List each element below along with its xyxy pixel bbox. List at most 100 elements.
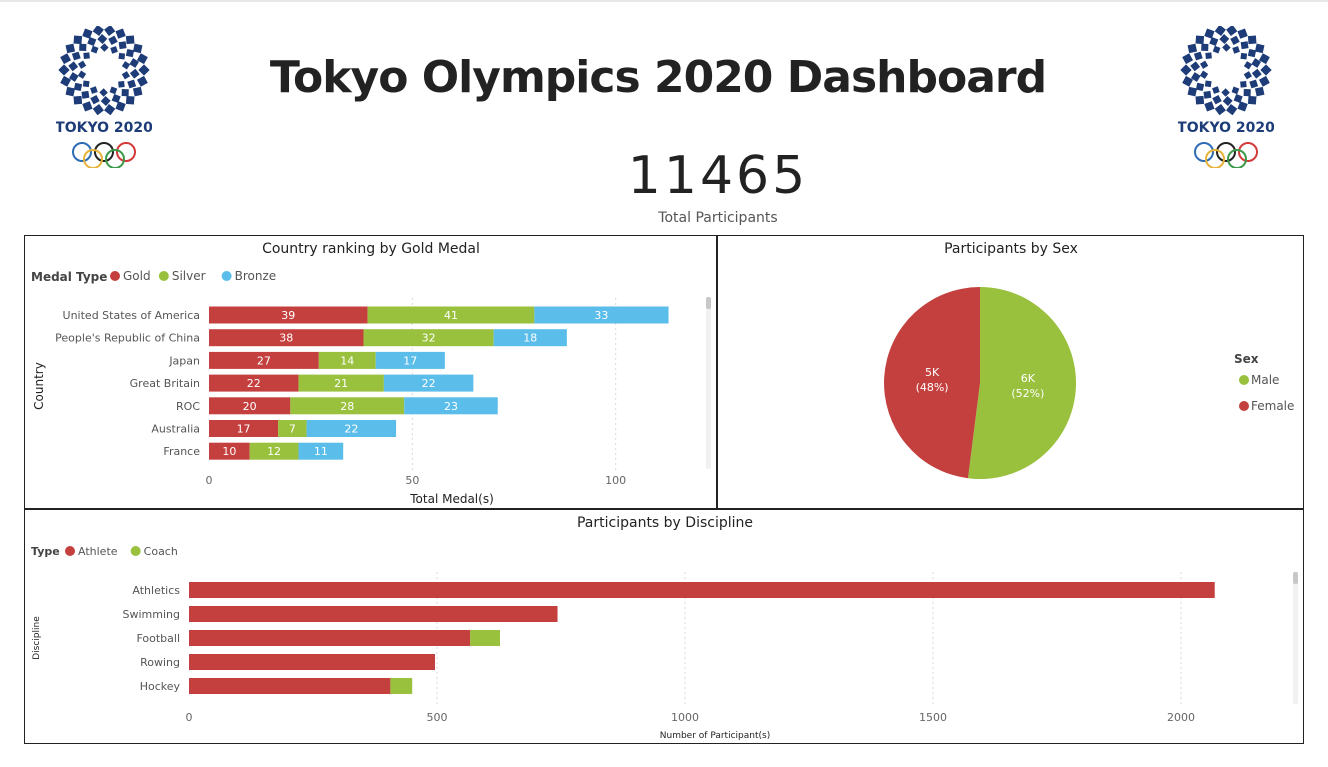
data-label: 28 — [340, 400, 354, 413]
bar-segment-athlete[interactable] — [189, 606, 558, 622]
logo-checker-tile — [1237, 28, 1248, 39]
logo-checker-tile — [1195, 95, 1205, 105]
logo-checker-tile — [1212, 94, 1222, 105]
logo-checker-tile — [1201, 43, 1209, 52]
x-axis-title: Number of Participant(s) — [660, 731, 770, 741]
logo-checker-tile — [110, 46, 118, 54]
logo-checker-tile — [104, 104, 116, 116]
bar-segment-gold[interactable] — [209, 329, 364, 347]
category-label: Swimming — [123, 608, 180, 621]
bar-segment-silver[interactable] — [298, 374, 384, 392]
logo-checker-tile — [1221, 88, 1230, 97]
logo-checker-tile — [136, 53, 148, 65]
logo-checker-tile — [132, 86, 143, 97]
data-label: 7 — [289, 423, 296, 436]
pie-value-label: 6K — [1021, 372, 1036, 385]
bar-segment-bronze[interactable] — [493, 329, 567, 347]
chart-title: Country ranking by Gold Medal — [262, 241, 480, 257]
y-axis-title: Country — [32, 362, 46, 410]
bar-segment-bronze[interactable] — [404, 397, 498, 415]
bar-segment-coach[interactable] — [470, 630, 500, 646]
bar-segment-silver[interactable] — [249, 442, 299, 460]
pie-slice-female[interactable] — [884, 287, 980, 479]
tokyo-2020-logo-left: TOKYO 2020 — [56, 26, 152, 168]
logo-checker-tile — [90, 45, 99, 54]
bar-segment-bronze[interactable] — [383, 374, 474, 392]
category-label: People's Republic of China — [55, 332, 200, 345]
logo-checker-tile — [1249, 79, 1259, 89]
logo-text: TOKYO 2020 — [1178, 120, 1274, 136]
bar-segment-athlete[interactable] — [189, 678, 391, 694]
logo-checker-tile — [1204, 101, 1215, 112]
logo-checker-tile — [82, 28, 93, 39]
logo-checker-tile — [125, 48, 135, 58]
logo-checker-tile — [1195, 82, 1205, 92]
logo-checker-tile — [125, 95, 135, 105]
bar-segment-silver[interactable] — [278, 420, 307, 437]
bar-segment-gold[interactable] — [209, 420, 279, 437]
logo-checker-tile — [1226, 104, 1238, 116]
data-label: 23 — [444, 400, 458, 413]
bar-segment-silver[interactable] — [367, 306, 535, 324]
category-label: United States of America — [63, 309, 200, 322]
scrollbar-track[interactable] — [706, 297, 711, 469]
logo-checker-tile — [127, 79, 137, 89]
logo-checker-tile — [1190, 61, 1201, 72]
logo-checker-tile — [1222, 43, 1231, 52]
logo-checker-tile — [1182, 75, 1194, 87]
data-label: 32 — [422, 332, 436, 345]
bar-segment-gold[interactable] — [209, 397, 291, 415]
bar-segment-gold[interactable] — [209, 442, 250, 460]
logo-checker-tile — [1254, 43, 1265, 54]
logo-checker-tile — [121, 71, 131, 80]
pie-slice-male[interactable] — [967, 287, 1077, 479]
scrollbar-track[interactable] — [1293, 572, 1298, 704]
data-label: 33 — [594, 309, 608, 322]
bar-segment-bronze[interactable] — [306, 420, 397, 437]
bar-segment-silver[interactable] — [363, 329, 494, 347]
bar-segment-bronze[interactable] — [534, 306, 669, 324]
bar-segment-athlete[interactable] — [189, 582, 1215, 598]
category-label: Great Britain — [130, 377, 200, 390]
data-label: 22 — [422, 377, 436, 390]
data-label: 41 — [444, 309, 458, 322]
logo-checker-tile — [81, 90, 90, 99]
country-ranking-panel: Country ranking by Gold Medal Medal Type… — [24, 235, 717, 509]
data-label: 20 — [243, 400, 257, 413]
category-label: Football — [136, 632, 180, 645]
logo-checker-tile — [1240, 52, 1248, 60]
bar-segment-silver[interactable] — [290, 397, 405, 415]
logo-checker-tile — [121, 61, 131, 70]
logo-checker-tile — [118, 52, 126, 60]
logo-checker-tile — [1209, 36, 1219, 47]
x-tick-label: 50 — [405, 474, 419, 487]
bar-segment-gold[interactable] — [209, 306, 368, 324]
bar-segment-coach[interactable] — [390, 678, 413, 694]
scrollbar-thumb[interactable] — [706, 297, 711, 309]
scrollbar-thumb[interactable] — [1293, 572, 1298, 584]
legend-marker — [158, 271, 169, 281]
logo-checker-tile — [1205, 52, 1212, 59]
bar-segment-athlete[interactable] — [189, 630, 471, 646]
data-label: 17 — [403, 354, 417, 367]
logo-checker-tile — [1195, 35, 1205, 45]
legend-item-label: Male — [1251, 373, 1279, 387]
legend-item-label: Athlete — [78, 545, 118, 558]
logo-checker-tile — [60, 75, 72, 87]
bar-segment-silver[interactable] — [318, 351, 376, 369]
data-label: 18 — [523, 332, 537, 345]
logo-checker-tile — [1258, 53, 1270, 65]
logo-checker-tile — [129, 68, 140, 79]
logo-checker-tile — [1247, 48, 1257, 58]
participants-by-discipline-panel: Participants by Discipline Type Athlete C… — [24, 509, 1304, 744]
bar-segment-athlete[interactable] — [189, 654, 436, 670]
bar-segment-gold[interactable] — [209, 374, 299, 392]
bar-segment-gold[interactable] — [209, 351, 319, 369]
bar-segment-bronze[interactable] — [298, 442, 344, 460]
category-label: Hockey — [140, 680, 181, 693]
logo-checker-tile — [1190, 72, 1201, 82]
bar-segment-bronze[interactable] — [375, 351, 445, 369]
logo-checker-tile — [121, 88, 129, 97]
chart-title: Participants by Discipline — [577, 515, 753, 531]
logo-checker-tile — [1222, 96, 1233, 106]
